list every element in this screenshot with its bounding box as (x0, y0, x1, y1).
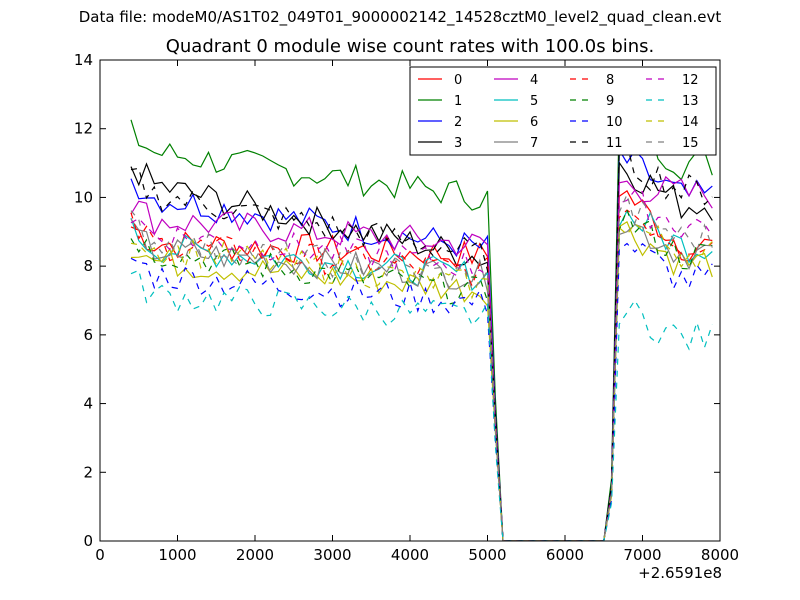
legend-box (409, 66, 717, 156)
x-tick-label: 7000 (623, 546, 661, 564)
series-line-0 (130, 190, 713, 541)
x-tick-label: 4000 (391, 546, 429, 564)
series-line-2 (130, 148, 713, 541)
y-tick-label: 14 (74, 51, 93, 69)
legend-label-15: 15 (682, 136, 699, 151)
y-tick-label: 4 (83, 395, 93, 413)
figure-supertitle: Data file: modeM0/AS1T02_049T01_90000021… (78, 8, 722, 26)
x-tick-label: 1000 (158, 546, 196, 564)
legend-label-4: 4 (530, 73, 538, 88)
chart-title: Quadrant 0 module wise count rates with … (165, 36, 655, 57)
x-tick-label: 3000 (313, 546, 351, 564)
x-tick-label: 2000 (236, 546, 274, 564)
legend-label-6: 6 (530, 115, 538, 130)
series-layer (130, 113, 713, 541)
axes-layer: 0 1000 2000 3000 4000 5000 6000 7000 80000246810… (74, 51, 739, 582)
series-line-3 (130, 160, 713, 541)
legend-label-0: 0 (454, 73, 462, 88)
legend-label-8: 8 (606, 73, 614, 88)
y-tick-label: 12 (74, 120, 93, 138)
y-tick-label: 8 (83, 257, 93, 275)
legend-label-13: 13 (682, 94, 699, 109)
series-line-9 (130, 208, 713, 541)
y-tick-label: 0 (83, 532, 93, 550)
series-line-11 (130, 143, 713, 541)
legend-label-14: 14 (682, 115, 699, 130)
y-tick-label: 10 (74, 188, 93, 206)
series-line-10 (130, 242, 713, 541)
series-line-4 (130, 175, 713, 541)
legend-label-12: 12 (682, 73, 699, 88)
y-tick-label: 2 (83, 463, 93, 481)
series-line-15 (130, 192, 713, 541)
legend-label-2: 2 (454, 115, 462, 130)
legend-label-11: 11 (606, 136, 623, 151)
series-line-7 (130, 218, 713, 541)
x-tick-label: 6000 (546, 546, 584, 564)
series-line-6 (130, 221, 713, 541)
x-tick-label: 8000 (701, 546, 739, 564)
legend-label-7: 7 (530, 136, 538, 151)
y-tick-label: 6 (83, 326, 93, 344)
series-line-14 (130, 222, 713, 541)
legend-label-5: 5 (530, 94, 538, 109)
series-line-1 (130, 113, 713, 541)
legend-label-3: 3 (454, 136, 462, 151)
legend-label-9: 9 (606, 94, 614, 109)
legend-label-1: 1 (454, 94, 462, 109)
x-tick-label: 0 (95, 546, 105, 564)
series-line-8 (130, 209, 713, 541)
legend-label-10: 10 (606, 115, 623, 130)
series-line-13 (130, 269, 713, 541)
x-tick-label: 5000 (468, 546, 506, 564)
series-line-12 (130, 189, 713, 541)
series-line-5 (130, 209, 713, 541)
x-offset-label: +2.6591e8 (638, 564, 722, 582)
